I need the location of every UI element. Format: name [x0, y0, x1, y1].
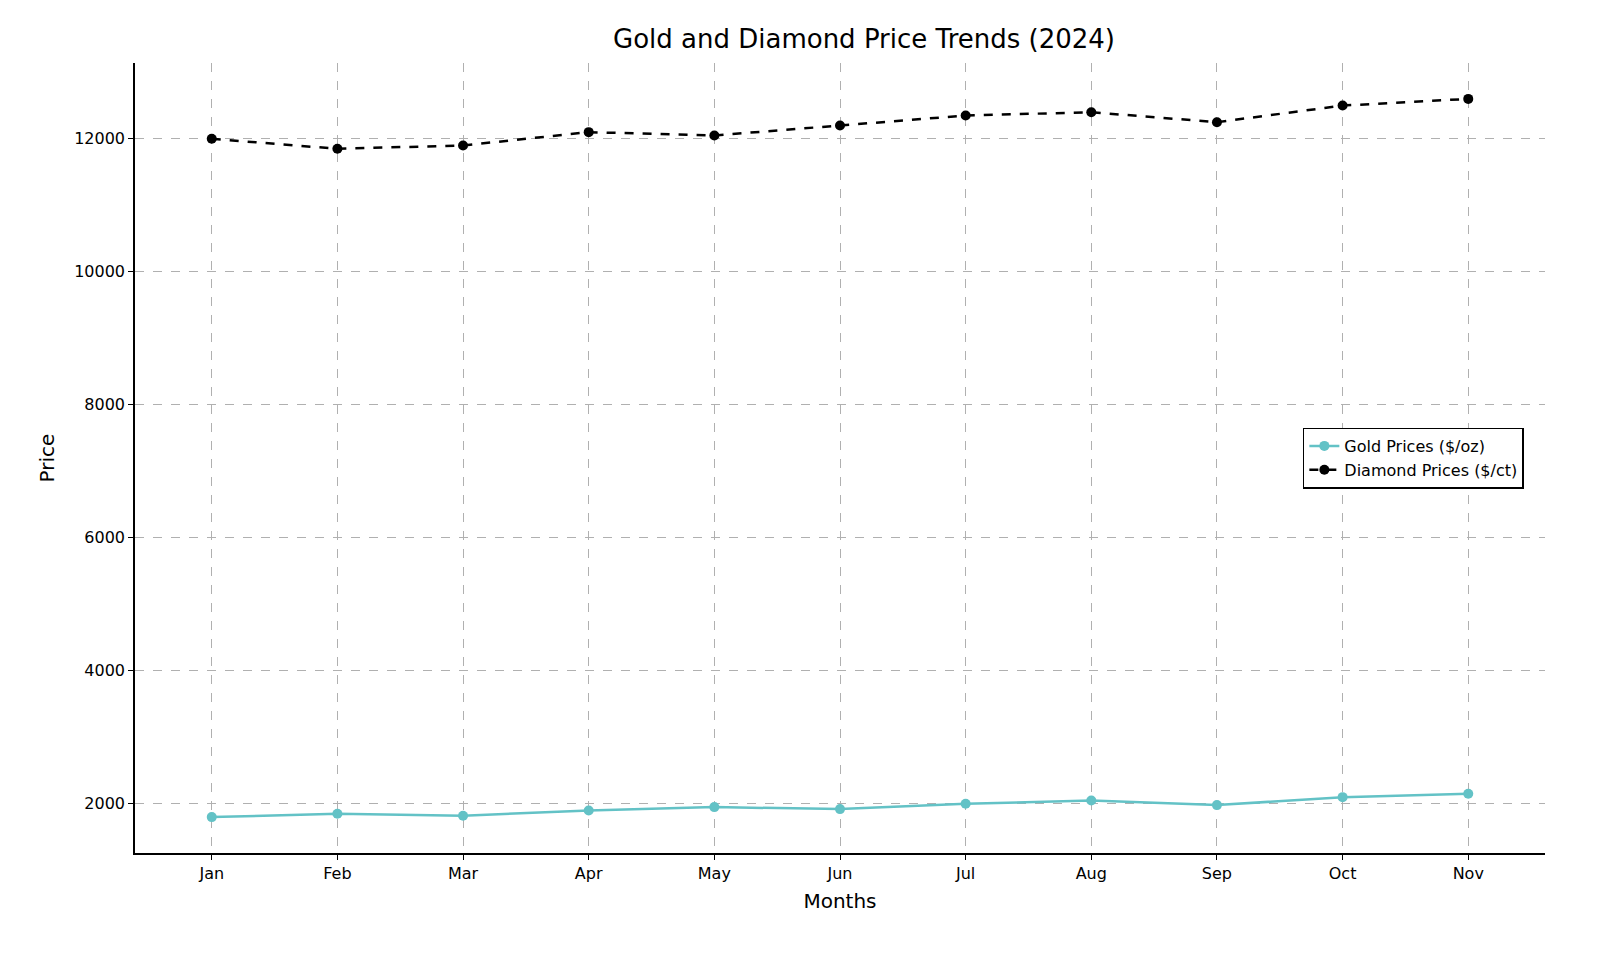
svg-text:Price: Price	[35, 434, 59, 483]
svg-text:10000: 10000	[74, 262, 125, 281]
svg-text:Oct: Oct	[1329, 864, 1357, 883]
svg-text:May: May	[698, 864, 731, 883]
svg-text:Gold Prices ($/oz): Gold Prices ($/oz)	[1344, 437, 1485, 456]
svg-text:Mar: Mar	[448, 864, 479, 883]
svg-text:Apr: Apr	[575, 864, 603, 883]
svg-text:Feb: Feb	[323, 864, 351, 883]
svg-text:12000: 12000	[74, 129, 125, 148]
svg-text:Jun: Jun	[827, 864, 853, 883]
svg-text:Sep: Sep	[1202, 864, 1232, 883]
svg-text:Diamond Prices ($/ct): Diamond Prices ($/ct)	[1344, 461, 1517, 480]
svg-text:6000: 6000	[84, 528, 125, 547]
svg-text:Jul: Jul	[955, 864, 975, 883]
svg-text:Nov: Nov	[1453, 864, 1484, 883]
svg-text:8000: 8000	[84, 395, 125, 414]
svg-text:Gold and Diamond Price Trends: Gold and Diamond Price Trends (2024)	[613, 24, 1115, 54]
svg-text:4000: 4000	[84, 661, 125, 680]
svg-text:2000: 2000	[84, 794, 125, 813]
svg-text:Months: Months	[803, 889, 876, 913]
svg-text:Aug: Aug	[1076, 864, 1107, 883]
svg-text:Jan: Jan	[198, 864, 224, 883]
